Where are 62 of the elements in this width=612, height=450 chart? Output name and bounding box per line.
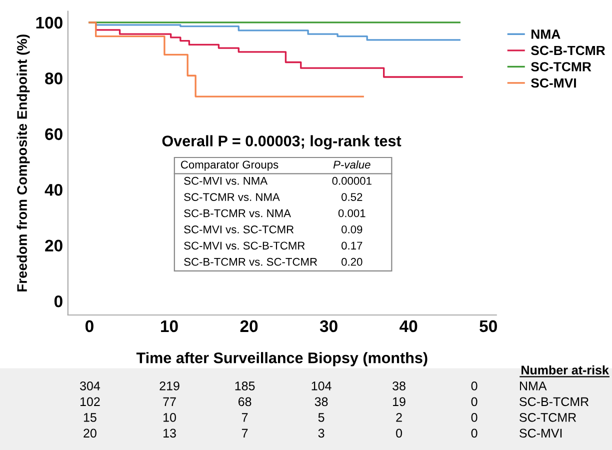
y-tick-label: 60 <box>45 128 62 140</box>
y-tick-label: 80 <box>45 72 62 84</box>
annotation: SC-MVI vs. NMA <box>184 176 268 185</box>
annotation: 0.52 <box>342 193 362 201</box>
y-tick-label: 0 <box>54 295 62 308</box>
text: 104 <box>312 382 332 390</box>
annotation: SC-B-TCMR vs. NMA <box>184 209 291 218</box>
x-tick-label: 40 <box>400 320 418 332</box>
text: 0 <box>471 413 478 422</box>
text: 185 <box>235 382 255 390</box>
annotation: 0.09 <box>342 226 362 234</box>
text: 68 <box>238 397 252 406</box>
text: 5 <box>318 413 324 422</box>
y-axis-title: Freedom from Composite Endpoint (%) <box>16 34 30 292</box>
annotation: 0.00001 <box>332 176 372 185</box>
text: 2 <box>396 413 402 422</box>
x-tick-label: 30 <box>320 320 338 332</box>
legend-label: SC-MVI <box>531 78 576 88</box>
annotation: 0.17 <box>342 242 362 250</box>
text: SC-B-TCMR <box>520 397 589 406</box>
text: SC-TCMR <box>520 413 576 422</box>
text: NMA <box>520 382 547 390</box>
annotation: SC-B-TCMR vs. SC-TCMR <box>184 258 318 266</box>
legend-label: SC-TCMR <box>531 62 592 72</box>
text: 0 <box>471 428 478 438</box>
x-tick-label: 0 <box>85 320 94 332</box>
text: 304 <box>80 382 100 390</box>
x-tick-label: 10 <box>161 320 178 332</box>
text: 10 <box>164 413 176 422</box>
annotation: SC-MVI vs. SC-TCMR <box>184 226 294 234</box>
annotation: Overall P = 0.00003; log-rank test <box>162 135 402 150</box>
annotation: SC-MVI vs. SC-B-TCMR <box>184 242 305 250</box>
text: 38 <box>314 397 328 406</box>
text: 102 <box>80 397 100 406</box>
x-tick-label: 50 <box>480 320 497 332</box>
text: 13 <box>164 428 176 438</box>
x-tick-label: 20 <box>240 320 258 332</box>
y-tick-label: 100 <box>36 16 62 29</box>
text: 77 <box>163 397 176 406</box>
text: 3 <box>318 428 324 438</box>
text: 0 <box>471 397 478 406</box>
annotation: SC-TCMR vs. NMA <box>184 193 280 201</box>
text: 20 <box>84 428 96 438</box>
annotation: Comparator Groups <box>180 160 278 171</box>
text: 0 <box>471 382 478 390</box>
text: 19 <box>393 397 406 406</box>
legend-label: NMA <box>532 30 560 39</box>
text: 0 <box>396 428 402 438</box>
text: 38 <box>392 382 406 390</box>
text: 7 <box>242 428 248 438</box>
text: 7 <box>242 413 248 422</box>
annotation: 0.20 <box>342 258 362 266</box>
text: SC-MVI <box>520 428 562 438</box>
text: Number at-risk <box>522 365 609 375</box>
y-tick-label: 40 <box>44 184 62 196</box>
annotation: 0.001 <box>338 209 366 218</box>
y-tick-label: 20 <box>45 240 62 252</box>
text: 15 <box>84 413 96 422</box>
x-axis-title: Time after Surveillance Biopsy (months) <box>136 352 428 366</box>
legend-label: SC-B-TCMR <box>531 46 606 56</box>
text: 219 <box>160 382 180 390</box>
annotation: P-value <box>333 160 370 169</box>
